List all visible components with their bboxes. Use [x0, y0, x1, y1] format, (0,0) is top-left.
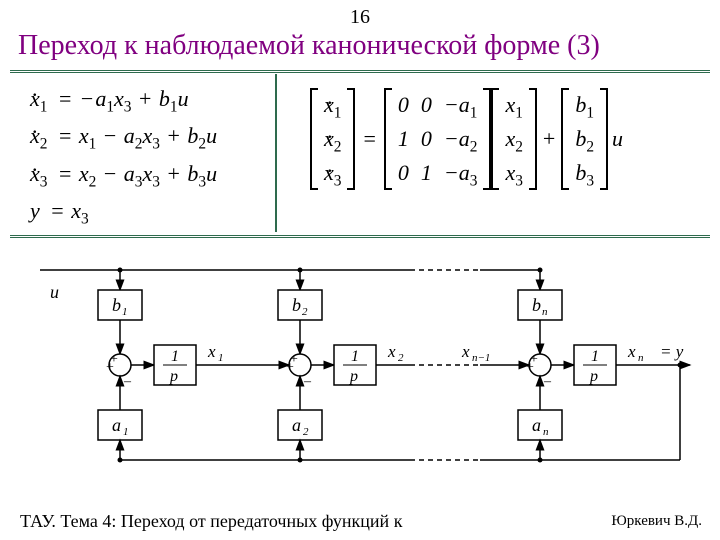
svg-text:a: a	[532, 415, 541, 435]
svg-text:n−1: n−1	[472, 352, 490, 364]
svg-text:p: p	[169, 368, 178, 385]
svg-text:x: x	[207, 342, 216, 361]
svg-text:n: n	[543, 426, 549, 438]
svg-text:= y: = y	[660, 342, 684, 361]
equals-sign: =	[355, 126, 383, 152]
block-diagram: ub1++–a11px1b2++–a21px2bn++–an1pxnxn−1= …	[0, 250, 720, 480]
svg-text:+: +	[526, 360, 534, 375]
x-vector: x1x2x3	[491, 88, 536, 190]
svg-text:2: 2	[398, 352, 404, 364]
divider-top	[10, 70, 710, 73]
b-vector: b1b2b3	[561, 88, 608, 190]
footer-right: Юркевич В.Д.	[611, 513, 702, 530]
svg-text:1: 1	[591, 348, 599, 365]
svg-text:a: a	[112, 415, 121, 435]
svg-text:2: 2	[303, 426, 309, 438]
matrix-equation: x1x2x3 = 010 001 −a1−a2−a3 x1x2x3 + b1b2…	[310, 88, 623, 190]
svg-text:–: –	[543, 374, 552, 389]
page-number: 16	[0, 6, 720, 29]
svg-text:1: 1	[351, 348, 359, 365]
svg-text:1: 1	[218, 352, 224, 364]
svg-text:+: +	[286, 360, 294, 375]
svg-text:a: a	[292, 415, 301, 435]
svg-text:p: p	[349, 368, 358, 385]
svg-text:b: b	[292, 295, 301, 315]
divider-vertical	[275, 74, 277, 232]
svg-text:1: 1	[171, 348, 179, 365]
svg-text:2: 2	[302, 306, 308, 318]
page-title: Переход к наблюдаемой канонической форме…	[18, 30, 600, 62]
svg-text:x: x	[627, 342, 636, 361]
svg-text:b: b	[532, 295, 541, 315]
svg-text:u: u	[50, 282, 59, 302]
divider-mid	[10, 235, 710, 238]
svg-text:1: 1	[123, 426, 129, 438]
svg-text:–: –	[123, 374, 132, 389]
svg-text:b: b	[112, 295, 121, 315]
svg-text:n: n	[542, 306, 548, 318]
xdot-vector: x1x2x3	[310, 88, 355, 190]
svg-text:1: 1	[122, 306, 128, 318]
footer-left: ТАУ. Тема 4: Переход от передаточных фун…	[20, 511, 402, 532]
svg-text:p: p	[589, 368, 598, 385]
svg-text:+: +	[106, 360, 114, 375]
svg-text:x: x	[387, 342, 396, 361]
a-matrix: 010 001 −a1−a2−a3	[384, 88, 492, 190]
plus-sign: +	[537, 126, 561, 152]
svg-text:–: –	[303, 374, 312, 389]
equations-left: x1. = −a1x3 + b1ux2. = x1 − a2x3 + b2ux3…	[30, 82, 217, 231]
u-variable: u	[608, 126, 623, 152]
svg-text:x: x	[461, 342, 470, 361]
svg-text:n: n	[638, 352, 644, 364]
